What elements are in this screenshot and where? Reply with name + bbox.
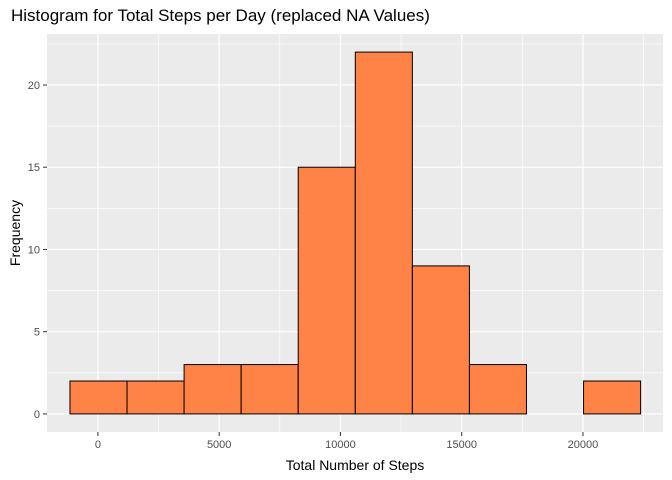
histogram-bars bbox=[69, 51, 642, 415]
x-axis-title: Total Number of Steps bbox=[286, 457, 425, 473]
y-axis-title: Frequency bbox=[7, 200, 23, 266]
y-tick-label: 10 bbox=[28, 244, 40, 256]
histogram-bar bbox=[240, 364, 299, 415]
histogram-bar bbox=[583, 380, 642, 415]
y-tick-label: 5 bbox=[34, 327, 40, 339]
x-tick-label: 20000 bbox=[568, 439, 599, 451]
x-tick-label: 10000 bbox=[325, 439, 356, 451]
histogram-bar bbox=[183, 364, 242, 415]
histogram-bar bbox=[354, 51, 413, 415]
histogram-bar bbox=[69, 380, 128, 415]
x-tick-label: 15000 bbox=[446, 439, 477, 451]
x-tick-label: 0 bbox=[95, 439, 101, 451]
histogram-bar bbox=[468, 364, 527, 415]
y-tick-label: 0 bbox=[34, 409, 40, 421]
histogram-bar bbox=[411, 265, 470, 415]
y-axis-ticks: 0 5 10 15 20 bbox=[28, 80, 47, 421]
histogram-bar bbox=[297, 166, 356, 415]
y-tick-label: 15 bbox=[28, 162, 40, 174]
chart-title: Histogram for Total Steps per Day (repla… bbox=[11, 6, 430, 25]
y-tick-label: 20 bbox=[28, 80, 40, 92]
x-axis-ticks: 0 5000 10000 15000 20000 bbox=[95, 432, 598, 451]
x-tick-label: 5000 bbox=[207, 439, 231, 451]
histogram-bar bbox=[126, 380, 185, 415]
